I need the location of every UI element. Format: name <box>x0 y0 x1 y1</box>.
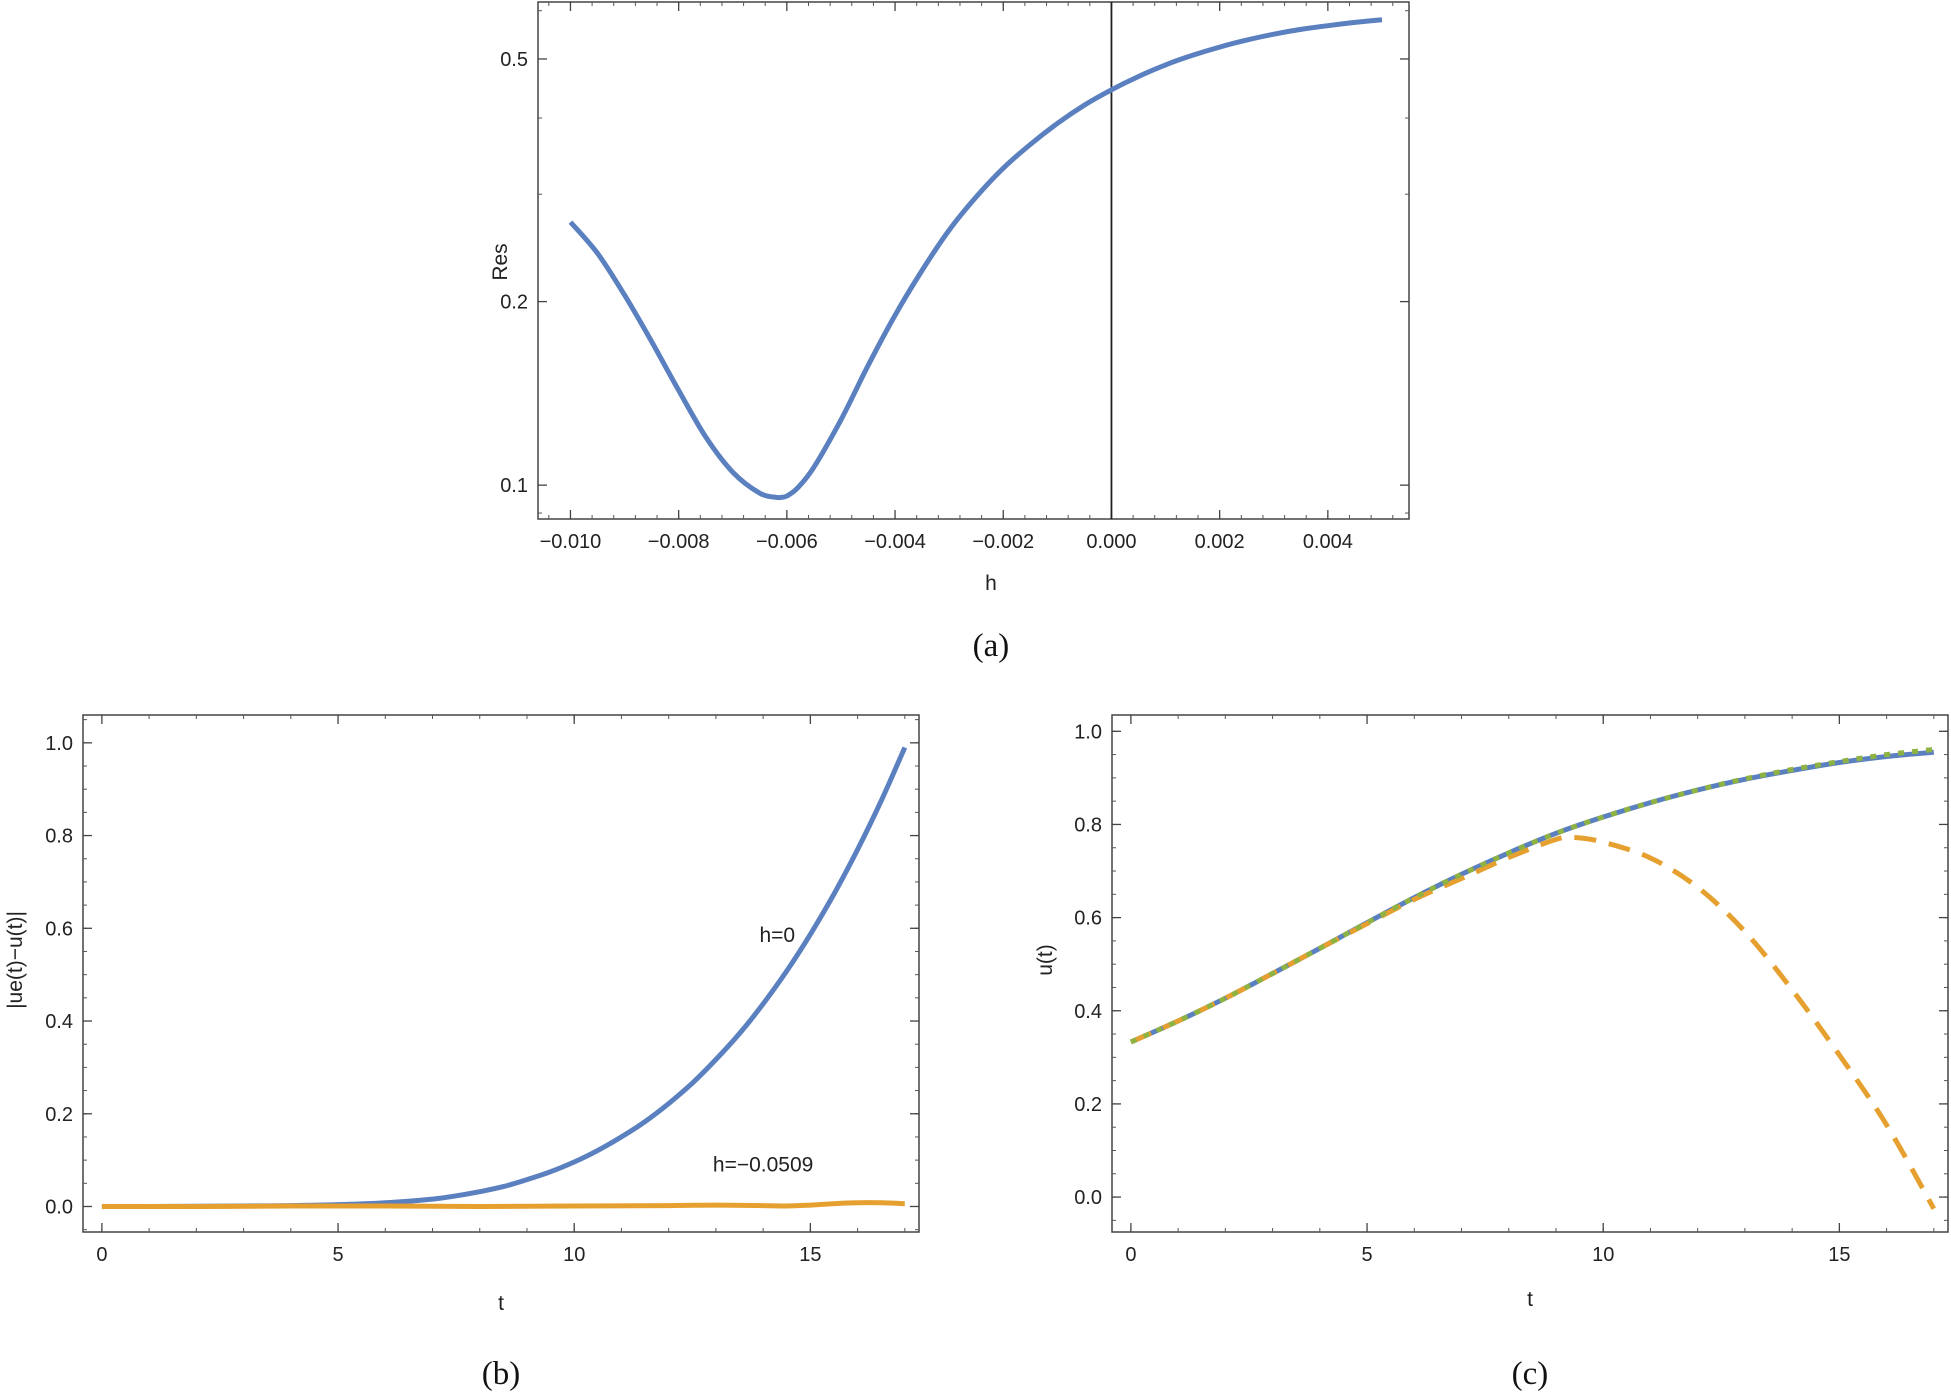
y-tick-label-c: 0.8 <box>1074 814 1102 836</box>
xlabel-c: t <box>1527 1288 1533 1311</box>
ticks-b: 0 5 10 15 0.0 0.2 0.4 0.6 0.8 1.0 <box>45 715 919 1266</box>
caption-b: (b) <box>482 1356 520 1392</box>
x-tick-label-c: 0 <box>1125 1244 1136 1266</box>
x-tick-label-a: −0.002 <box>972 531 1034 553</box>
x-tick-label-a: −0.004 <box>864 531 926 553</box>
x-tick-label-a: 0.000 <box>1086 531 1136 553</box>
plot-frame-b <box>82 714 920 1233</box>
ylabel-b: |ue(t)−u(t)| <box>4 911 27 1009</box>
ticks-c: 0 5 10 15 0.0 0.2 0.4 0.6 0.8 1.0 <box>1074 715 1948 1266</box>
annotation-h-0509: h=−0.0509 <box>713 1154 813 1177</box>
caption-a: (a) <box>973 628 1010 664</box>
x-tick-label-c: 10 <box>1592 1244 1614 1266</box>
y-tick-label-c: 0.2 <box>1074 1094 1102 1116</box>
y-tick-label-b: 1.0 <box>45 733 73 755</box>
y-tick-label-b: 0.4 <box>45 1011 73 1033</box>
xlabel-b: t <box>498 1292 504 1315</box>
y-tick-label-c: 0.6 <box>1074 908 1102 930</box>
x-tick-label-c: 5 <box>1361 1244 1372 1266</box>
y-tick-label-a: 0.1 <box>500 475 528 497</box>
y-tick-label-b: 0.0 <box>45 1196 73 1218</box>
x-tick-label-b: 10 <box>563 1244 585 1266</box>
y-tick-label-b: 0.8 <box>45 826 73 848</box>
x-tick-label-a: −0.008 <box>648 531 710 553</box>
series-b <box>101 746 908 1210</box>
x-tick-label-a: 0.002 <box>1195 531 1245 553</box>
plot-frame-a <box>537 1 1410 520</box>
series-line-b-0 <box>101 746 908 1209</box>
panel-a: −0.010 −0.008 −0.006 −0.004 −0.002 0.000 0.002… <box>489 1 1410 664</box>
x-tick-label-b: 15 <box>799 1244 821 1266</box>
ticks-a: −0.010 −0.008 −0.006 −0.004 −0.002 0.000 0.002… <box>500 2 1409 553</box>
annotation-h0: h=0 <box>759 924 795 947</box>
x-tick-label-a: −0.010 <box>540 531 602 553</box>
y-tick-label-c: 0.4 <box>1074 1001 1102 1023</box>
y-tick-label-b: 0.2 <box>45 1104 73 1126</box>
x-tick-label-a: −0.006 <box>756 531 818 553</box>
y-tick-label-a: 0.5 <box>500 49 528 71</box>
series-line-c-1 <box>1129 834 1936 1210</box>
y-tick-label-c: 1.0 <box>1074 721 1102 743</box>
series-line-a-0 <box>568 17 1383 501</box>
plot-frame-c <box>1111 714 1949 1233</box>
series-line-c-2 <box>1129 747 1935 1045</box>
x-tick-label-b: 0 <box>96 1244 107 1266</box>
series-line-b-1 <box>101 1200 905 1210</box>
caption-c: (c) <box>1512 1356 1549 1392</box>
series-line-c-0 <box>1129 749 1935 1045</box>
x-tick-label-c: 15 <box>1828 1244 1850 1266</box>
ylabel-c: u(t) <box>1034 944 1057 976</box>
x-tick-label-b: 5 <box>332 1244 343 1266</box>
y-tick-label-a: 0.2 <box>500 292 528 314</box>
y-tick-label-c: 0.0 <box>1074 1187 1102 1209</box>
series-a <box>568 17 1383 501</box>
panel-b: 0 5 10 15 0.0 0.2 0.4 0.6 0.8 1.0 h=0 h=−0.0509 t… <box>4 714 920 1392</box>
xlabel-a: h <box>985 572 997 595</box>
x-tick-label-a: 0.004 <box>1303 531 1353 553</box>
y-tick-label-b: 0.6 <box>45 918 73 940</box>
series-c <box>1129 747 1936 1210</box>
panel-c: 0 5 10 15 0.0 0.2 0.4 0.6 0.8 1.0 t u(t) (c) <box>1034 714 1949 1392</box>
ylabel-a: Res <box>489 243 512 280</box>
